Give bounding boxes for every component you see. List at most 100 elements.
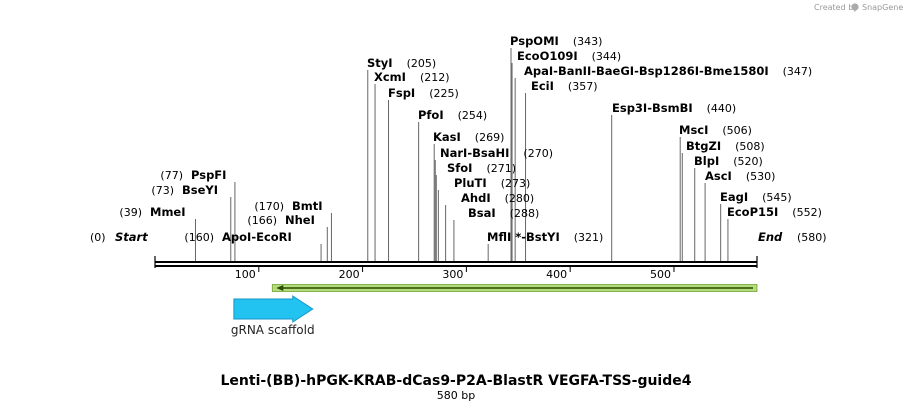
site-leaders (194, 48, 729, 262)
site-name: EciI (531, 79, 554, 93)
tick-label: 400 (546, 268, 567, 281)
site-name: NarI (440, 146, 467, 160)
site-position: (508) (735, 140, 765, 153)
site-separator: - (553, 64, 558, 78)
site-position: (520) (733, 155, 763, 168)
site-name: PluTI (454, 176, 487, 190)
site-ecop15i[interactable]: EcoP15I (552) (727, 205, 822, 219)
site-separator: - (647, 101, 652, 115)
site-name: EagI (720, 190, 748, 204)
site-name: BmtI (292, 199, 323, 213)
tick-label: 200 (339, 268, 360, 281)
site-position: (347) (783, 65, 813, 78)
site-blpi[interactable]: BlpI (520) (694, 154, 763, 168)
credit-text: Created by (814, 3, 858, 12)
site-ecoo109i[interactable]: EcoO109I (344) (517, 49, 621, 63)
site-name: MmeI (150, 205, 186, 219)
site-separator: - (467, 146, 472, 160)
site-name: ApaI (524, 64, 553, 78)
site-position: (269) (475, 131, 505, 144)
site-position: (545) (762, 191, 792, 204)
site-name: MflI * (487, 230, 521, 244)
site-name: BsaI (468, 206, 496, 220)
site-pspfi[interactable]: (77) PspFI (160, 168, 226, 182)
site-bmti[interactable]: (170) BmtI (254, 199, 322, 213)
site-eagi[interactable]: EagI (545) (720, 190, 792, 204)
site-position: (344) (592, 50, 622, 63)
site-name: AscI (705, 169, 732, 183)
site-mmei[interactable]: (39) MmeI (119, 205, 185, 219)
site-position: (280) (505, 192, 535, 205)
site-sfoi[interactable]: SfoI (271) (447, 161, 516, 175)
site-position: (166) (247, 214, 277, 227)
tick-label: 500 (650, 268, 671, 281)
site-position: (270) (523, 147, 553, 160)
snapgene-logo-icon (851, 3, 859, 11)
site-mfli[interactable]: MflI * - BstYI (321) (487, 230, 603, 244)
site-position: (225) (429, 87, 459, 100)
site-name: AhdI (461, 191, 491, 205)
site-name: EcoO109I (517, 49, 578, 63)
site-fspi[interactable]: FspI (225) (388, 86, 459, 100)
site-name: BtgZI (686, 139, 721, 153)
site-position: (552) (792, 206, 822, 219)
feature-reverse-arrow[interactable] (271, 284, 758, 292)
site-pluti[interactable]: PluTI (273) (454, 176, 530, 190)
site-separator: - (521, 230, 526, 244)
site-msci[interactable]: MscI (506) (679, 123, 752, 137)
site-name: StyI (367, 56, 393, 70)
site-bsai[interactable]: BsaI (288) (468, 206, 539, 220)
end-label: End (758, 230, 783, 244)
site-name: BsaHI (472, 146, 509, 160)
site-ahdi[interactable]: AhdI (280) (461, 191, 534, 205)
site-nari[interactable]: NarI - BsaHI (270) (440, 146, 553, 160)
site-ecii[interactable]: EciI (357) (531, 79, 598, 93)
site-position: (357) (568, 80, 598, 93)
site-name: Bsp1286I (639, 64, 699, 78)
site-apoi[interactable]: (160) ApoI - EcoRI (184, 230, 291, 244)
feature-grna-scaffold-arrow[interactable] (233, 295, 314, 323)
site-separator: - (634, 64, 639, 78)
site-separator: - (251, 230, 256, 244)
site-position: (321) (574, 231, 604, 244)
site-bseyi[interactable]: (73) BseYI (151, 183, 218, 197)
site-name: SfoI (447, 161, 472, 175)
snapgene-credit: Created by SnapGene (814, 3, 903, 12)
site-position: (288) (510, 207, 540, 220)
site-pfoi[interactable]: PfoI (254) (418, 108, 487, 122)
site-styi[interactable]: StyI (205) (367, 56, 436, 70)
site-position: (273) (501, 177, 531, 190)
site-nhei[interactable]: (166) NheI (247, 213, 314, 227)
site-position: (212) (420, 71, 450, 84)
site-name: FspI (388, 86, 415, 100)
site-asci[interactable]: AscI (530) (705, 169, 775, 183)
site-btgzi[interactable]: BtgZI (508) (686, 139, 765, 153)
site-name: ApoI (222, 230, 251, 244)
site-position: (254) (458, 109, 488, 122)
tick-label: 300 (442, 268, 463, 281)
site-name: MscI (679, 123, 708, 137)
map-title: Lenti-(BB)-hPGK-KRAB-dCas9-P2A-BlastR VE… (221, 373, 692, 389)
site-name: NheI (285, 213, 315, 227)
site-position: (440) (707, 102, 737, 115)
map-length: 580 bp (437, 389, 475, 402)
site-kasi[interactable]: KasI (269) (433, 130, 504, 144)
feature-grna-scaffold-label: gRNA scaffold (231, 323, 315, 337)
site-name: XcmI (374, 70, 406, 84)
site-position: (39) (119, 206, 142, 219)
site-position: (73) (151, 184, 174, 197)
site-name: BsmBI (652, 101, 693, 115)
site-name: BseYI (182, 183, 218, 197)
site-position: (343) (573, 35, 603, 48)
site-position: (271) (486, 162, 516, 175)
site-pspomi[interactable]: PspOMI (343) (510, 34, 602, 48)
site-name: BstYI (526, 230, 560, 244)
credit-brand: SnapGene (862, 3, 903, 12)
site-esp3i[interactable]: Esp3I - BsmBI (440) (612, 101, 736, 115)
site-name: EcoP15I (727, 205, 778, 219)
site-position: (77) (160, 169, 183, 182)
site-name: BaeGI (596, 64, 634, 78)
site-name: BlpI (694, 154, 719, 168)
site-apai[interactable]: ApaI - BanII - BaeGI - Bsp1286I - Bme158… (524, 64, 812, 78)
site-xcmi[interactable]: XcmI (212) (374, 70, 450, 84)
